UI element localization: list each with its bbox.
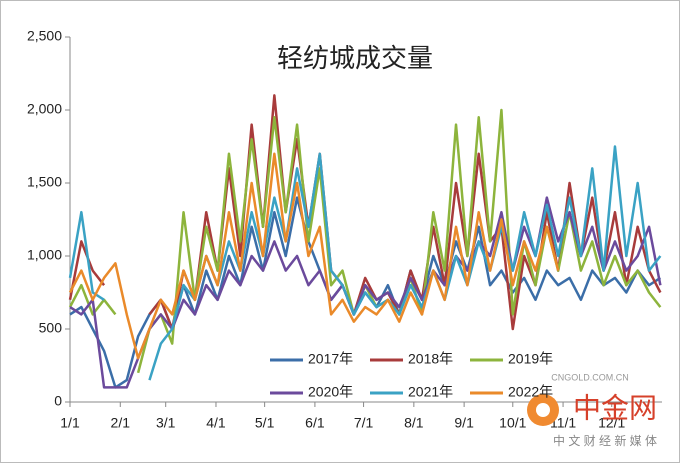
- x-tick-label: 10/1: [499, 415, 526, 431]
- y-tick-label: 1,500: [27, 174, 62, 190]
- x-tick-label: 7/1: [354, 415, 374, 431]
- x-tick-label: 9/1: [454, 415, 474, 431]
- chart-title: 轻纺城成交量: [277, 43, 433, 73]
- x-tick-label: 8/1: [404, 415, 424, 431]
- logo-inner: [536, 403, 550, 417]
- watermark: 中 文 财 经 新 媒 体: [553, 433, 657, 448]
- legend-label: 2021年: [408, 384, 453, 400]
- y-tick-label: 2,500: [27, 28, 62, 44]
- series-line: [68, 283, 117, 316]
- x-tick-label: 1/1: [60, 415, 80, 431]
- y-tick-label: 0: [54, 393, 62, 409]
- legend-label: 2022年: [508, 384, 553, 400]
- y-tick-label: 2,000: [27, 101, 62, 117]
- legend-label: 2018年: [408, 351, 453, 367]
- legend-label: 2019年: [508, 351, 553, 367]
- legend-label: 2020年: [308, 384, 353, 400]
- x-tick-label: 6/1: [305, 415, 325, 431]
- x-tick-label: 2/1: [111, 415, 131, 431]
- legend-label: 2017年: [308, 351, 353, 367]
- y-tick-label: 500: [39, 320, 63, 336]
- series-line: [148, 145, 662, 381]
- watermark: CNGOLD.COM.CN: [551, 372, 629, 382]
- series-line: [68, 152, 560, 360]
- x-tick-label: 4/1: [206, 415, 226, 431]
- y-tick-label: 1,000: [27, 247, 62, 263]
- x-tick-label: 5/1: [255, 415, 275, 431]
- x-tick-label: 11/1: [550, 415, 576, 431]
- x-tick-label: 3/1: [156, 415, 176, 431]
- series-line: [68, 210, 105, 301]
- watermark: 中金网: [573, 392, 657, 423]
- plot: 0 500 1,000 1,500 2,000 2,500 1/1 2/1 3/1 4/1 5/1 6…: [27, 28, 662, 431]
- x-tick-label: 12/1: [598, 415, 625, 431]
